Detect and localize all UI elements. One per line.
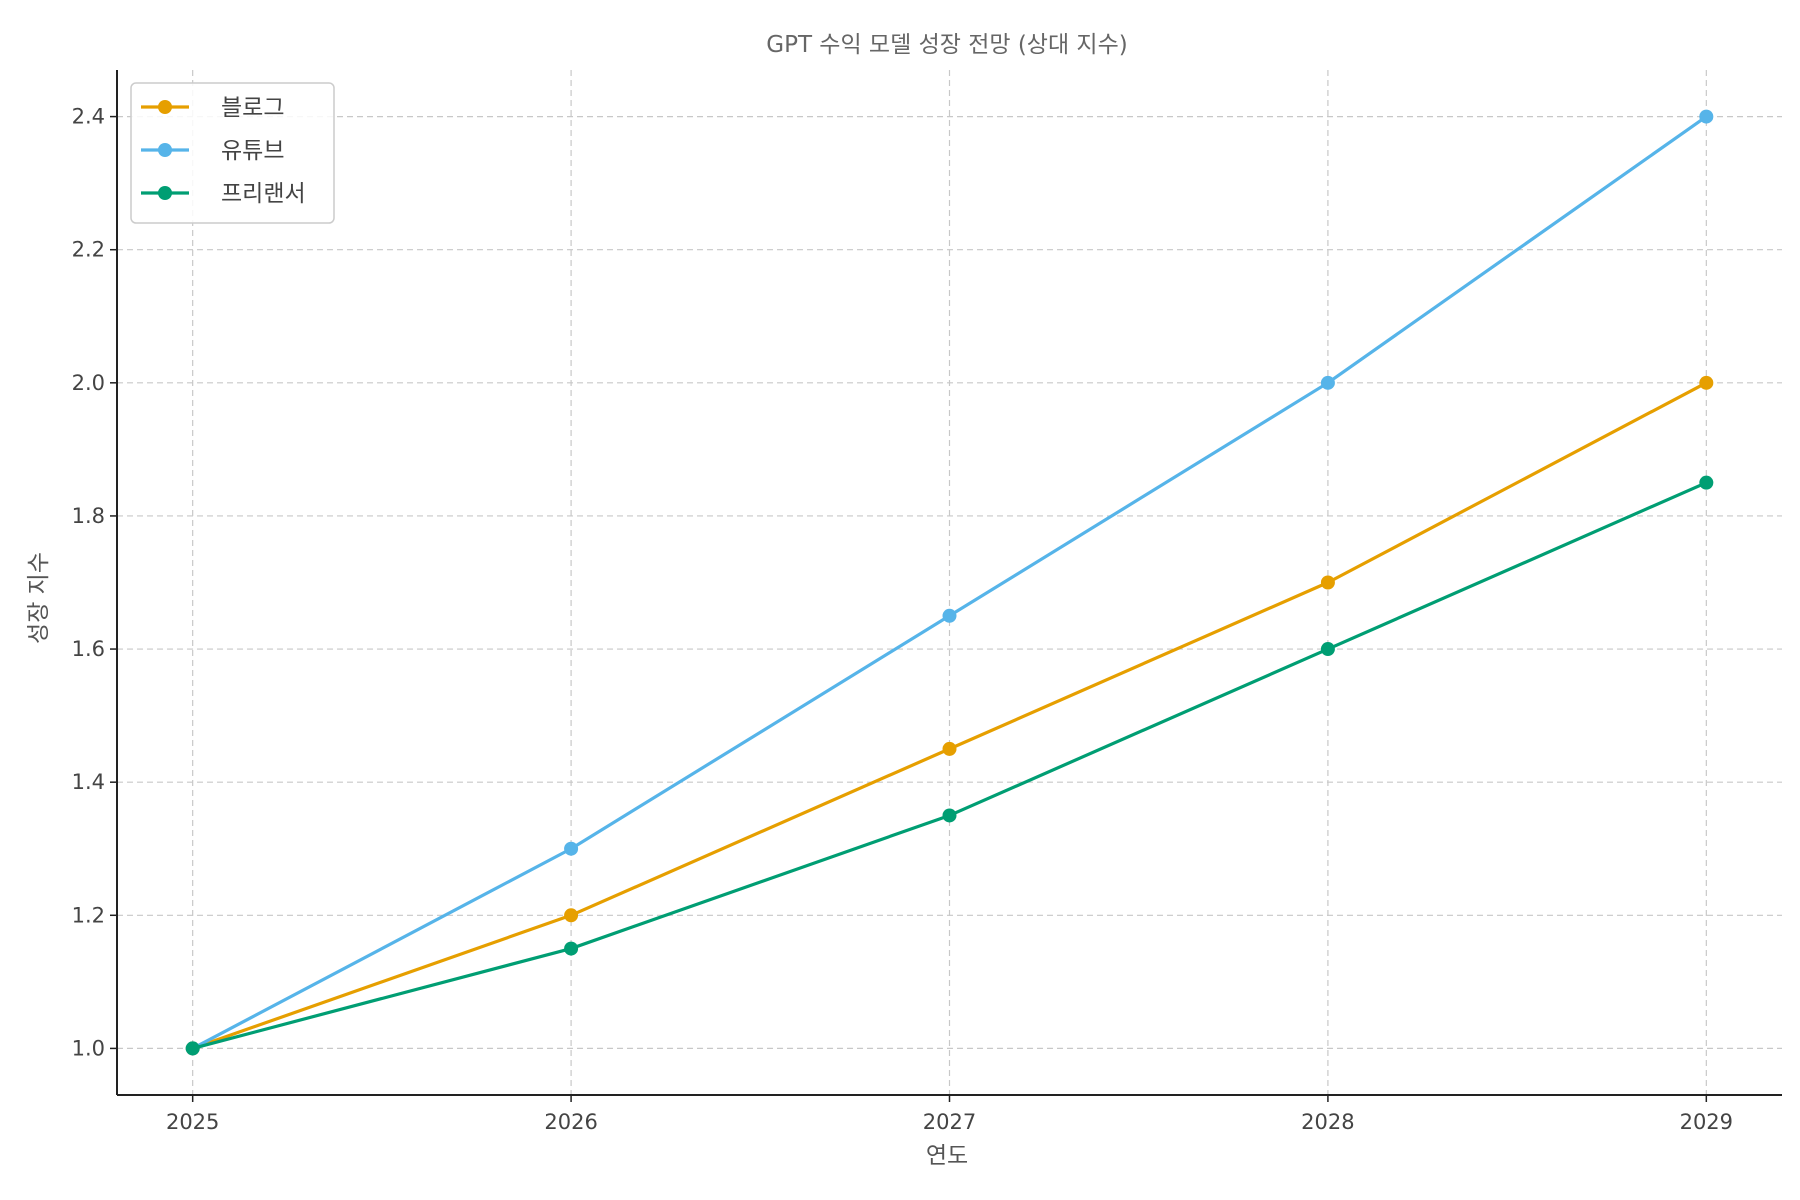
data-point	[1699, 475, 1714, 490]
data-point	[1320, 575, 1335, 590]
data-point	[1320, 642, 1335, 657]
legend-label: 프리랜서	[221, 181, 306, 207]
legend-marker	[158, 100, 172, 114]
series-3	[185, 475, 1714, 1056]
y-tick-label: 1.8	[72, 504, 105, 528]
legend-marker	[158, 143, 172, 157]
legend-item: 프리랜서	[141, 181, 306, 207]
chart-title: GPT 수익 모델 성장 전망 (상대 지수)	[766, 32, 1127, 58]
data-point	[1320, 375, 1335, 390]
y-tick-label: 1.6	[72, 637, 105, 661]
x-axis-title: 연도	[926, 1143, 968, 1169]
y-axis-title: 성장 지수	[26, 552, 52, 644]
legend-item: 유튜브	[141, 138, 284, 164]
legend-marker	[158, 186, 172, 200]
data-point	[564, 908, 579, 923]
y-tick-label: 2.2	[72, 238, 105, 262]
legend-box	[130, 82, 335, 224]
y-tick-label: 1.2	[72, 903, 105, 927]
data-point	[564, 841, 579, 856]
legend-label: 유튜브	[221, 138, 284, 164]
grid-lines	[117, 70, 1782, 1095]
y-tick-label: 2.4	[72, 105, 105, 129]
data-point	[1699, 109, 1714, 124]
x-tick-label: 2025	[166, 1110, 219, 1134]
data-point	[1699, 375, 1714, 390]
data-point	[942, 808, 957, 823]
data-point	[564, 941, 579, 956]
data-point	[185, 1041, 200, 1056]
data-point	[942, 741, 957, 756]
tick-labels: 2025 2026 2027 2028 2029 1.0 1.2 1.4 1.6 1.8 2.0 2.…	[72, 105, 1733, 1134]
x-tick-label: 2029	[1680, 1110, 1733, 1134]
y-tick-label: 2.0	[72, 371, 105, 395]
x-tick-label: 2028	[1301, 1110, 1354, 1134]
legend-label: 블로그	[221, 95, 284, 121]
legend-item: 블로그	[141, 95, 284, 121]
y-tick-label: 1.4	[72, 770, 105, 794]
data-series	[185, 109, 1714, 1056]
data-point	[942, 608, 957, 623]
x-tick-label: 2026	[544, 1110, 597, 1134]
x-tick-label: 2027	[923, 1110, 976, 1134]
y-tick-label: 1.0	[72, 1036, 105, 1060]
